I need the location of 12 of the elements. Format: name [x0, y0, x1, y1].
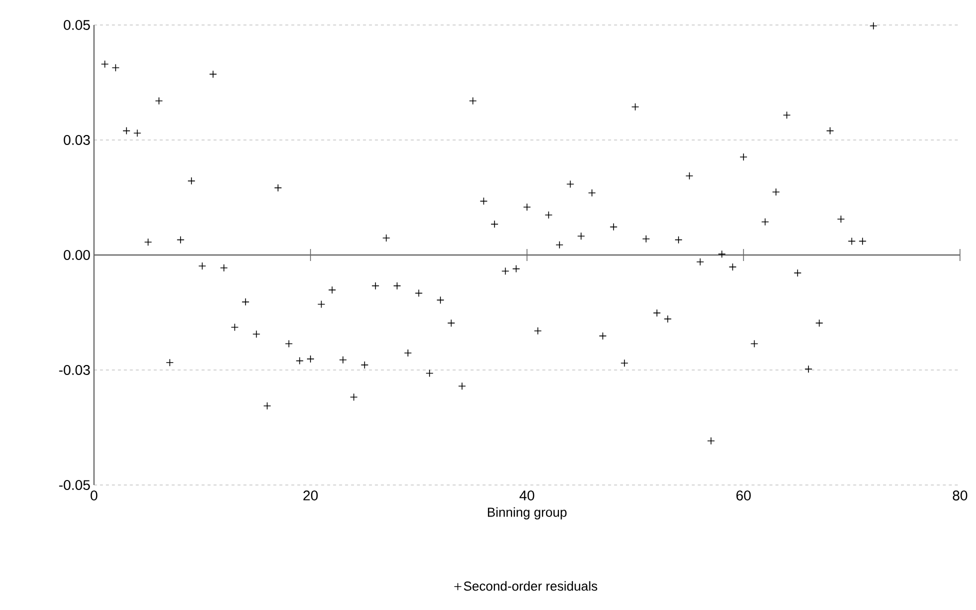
- legend-label: Second-order residuals: [464, 581, 598, 591]
- y-tick-label: 0.03: [64, 135, 90, 145]
- x-tick-label: 0: [90, 490, 98, 500]
- x-tick-label: 20: [303, 490, 318, 500]
- x-tick-label: 40: [520, 490, 534, 500]
- y-tick-label: 0.00: [64, 250, 90, 260]
- y-tick-label: -0.05: [59, 480, 90, 490]
- x-axis-title: Binning group: [488, 507, 567, 520]
- x-tick-label: 60: [736, 490, 751, 500]
- y-tick-label: -0.03: [59, 365, 90, 375]
- x-tick-label: 80: [952, 490, 968, 500]
- y-tick-label: 0.05: [64, 20, 90, 30]
